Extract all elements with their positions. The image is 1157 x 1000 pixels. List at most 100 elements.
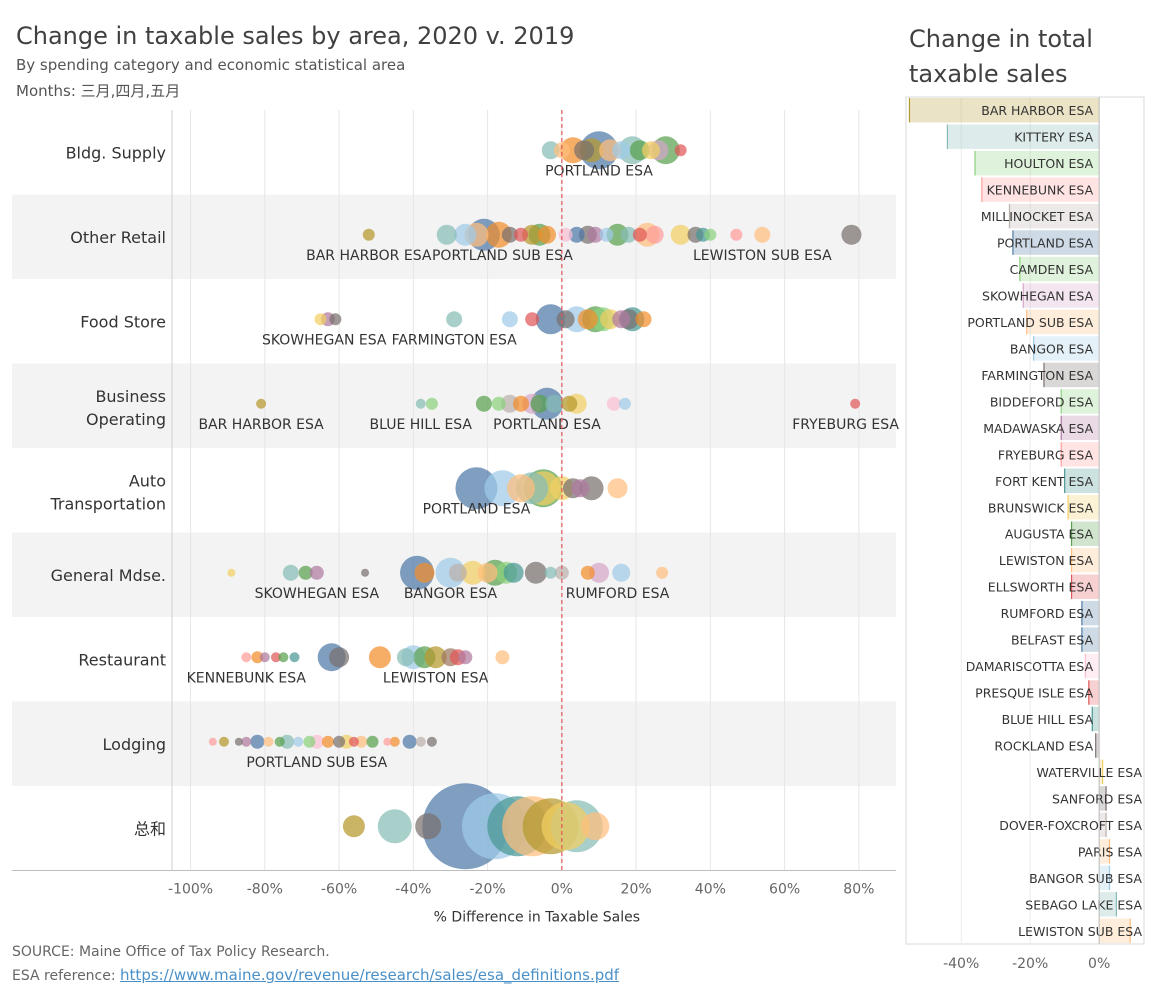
bubble [606,396,621,411]
bar-category-label: ELLSWORTH ESA [988,580,1094,595]
bubble [415,813,442,840]
bubble [309,565,324,580]
bar [909,98,1100,123]
bubble-group [342,783,610,870]
bubble-label: PORTLAND SUB ESA [432,248,573,264]
bubble [280,734,295,749]
bar-category-label: BLUE HILL ESA [1002,712,1094,727]
bar [1099,786,1107,811]
bubble [513,395,530,412]
bubble-label: RUMFORD ESA [566,586,670,602]
bubble [458,650,473,665]
bar [1023,283,1100,308]
bubble [460,560,485,585]
bubble [383,737,392,746]
bubble [333,735,346,748]
bar [1061,442,1100,467]
bar-category-label: KENNEBUNK ESA [987,183,1094,198]
bar [1099,812,1107,838]
bubble [754,226,771,243]
bar [1061,415,1100,441]
x-tick-label: -60% [321,882,357,898]
right-panel-title: Change in total taxable sales [909,25,1093,88]
bar-category-label: RUMFORD ESA [1001,606,1094,621]
bubble [524,561,547,584]
bar-x-tick-label: 0% [1088,956,1110,972]
category-label: Lodging [103,735,166,754]
x-tick-label: 0% [551,882,573,898]
bar-category-label: BAR HARBOR ESA [981,103,1093,118]
bar-category-label: LEWISTON SUB ESA [1018,924,1142,939]
bubble [241,652,252,663]
bar [947,124,1100,149]
bar [974,150,1100,176]
bubble-label: KENNEBUNK ESA [187,670,307,686]
months-filter-label: Months: 三月,四月,五月 [16,82,181,100]
bar-category-label: AUGUSTA ESA [1005,527,1094,542]
bubble [571,479,590,498]
bubble-label: SKOWHEGAN ESA [255,586,380,602]
bar [1099,839,1110,864]
bar [981,177,1100,202]
bar-category-label: PRESQUE ISLE ESA [975,686,1093,701]
bar [1071,521,1100,546]
bubble [612,141,631,160]
bubble [491,396,506,411]
x-tick-label: 60% [769,882,800,898]
bubble-group [314,304,652,335]
bubble [402,734,417,749]
bar-category-label: FARMINGTON ESA [981,368,1093,383]
bubble [396,648,415,667]
bubble [500,394,519,413]
row-bands [12,194,896,786]
bar-category-label: FRYEBURG ESA [998,447,1094,462]
bar [1081,600,1100,626]
bubble [321,735,334,748]
bar-category-label: KITTERY ESA [1014,130,1093,145]
bubble [553,142,570,159]
bubble [426,736,437,747]
bubble-label: PORTLAND ESA [545,163,653,179]
bubble [607,478,628,499]
bubble [670,224,691,245]
bar [1061,389,1100,414]
esa-reference: ESA reference: https://www.maine.gov/rev… [12,966,619,984]
bubble-group [455,467,628,510]
bubble [293,736,304,747]
bubble [342,815,365,838]
bubble [568,226,585,243]
bubble [377,809,412,844]
bubble [274,736,285,747]
bubble [495,650,510,665]
bubble [454,223,477,246]
category-label: 总和 [134,819,166,838]
bar [1012,230,1100,255]
bubble [251,651,264,664]
page-title: Change in taxable sales by area, 2020 v.… [16,22,575,50]
bubble [250,734,265,749]
bar [1033,336,1100,361]
bar-category-label: BANGOR ESA [1010,341,1094,356]
bar-category-label: CAMDEN ESA [1010,262,1094,277]
bubble [545,394,564,413]
bar-category-label: BIDDEFORD ESA [990,394,1094,409]
category-label: Transportation [49,494,166,513]
source-note: SOURCE: Maine Office of Tax Policy Resea… [12,944,330,960]
bubble [674,144,687,157]
bubble [415,736,426,747]
bubble [362,228,375,241]
bar [1088,680,1100,705]
bubble-label: LEWISTON ESA [383,670,489,686]
bubble [645,225,664,244]
esa-definitions-link[interactable]: https://www.maine.gov/revenue/research/s… [120,966,620,984]
bar [1099,892,1117,917]
bar-category-label: LEWISTON ESA [999,553,1094,568]
bubble [446,311,463,328]
bubble [558,227,573,242]
bubble [455,467,498,510]
bubble [241,736,252,747]
bar-category-label: HOULTON ESA [1004,156,1093,171]
bubble [218,736,229,747]
bubble [263,736,274,747]
